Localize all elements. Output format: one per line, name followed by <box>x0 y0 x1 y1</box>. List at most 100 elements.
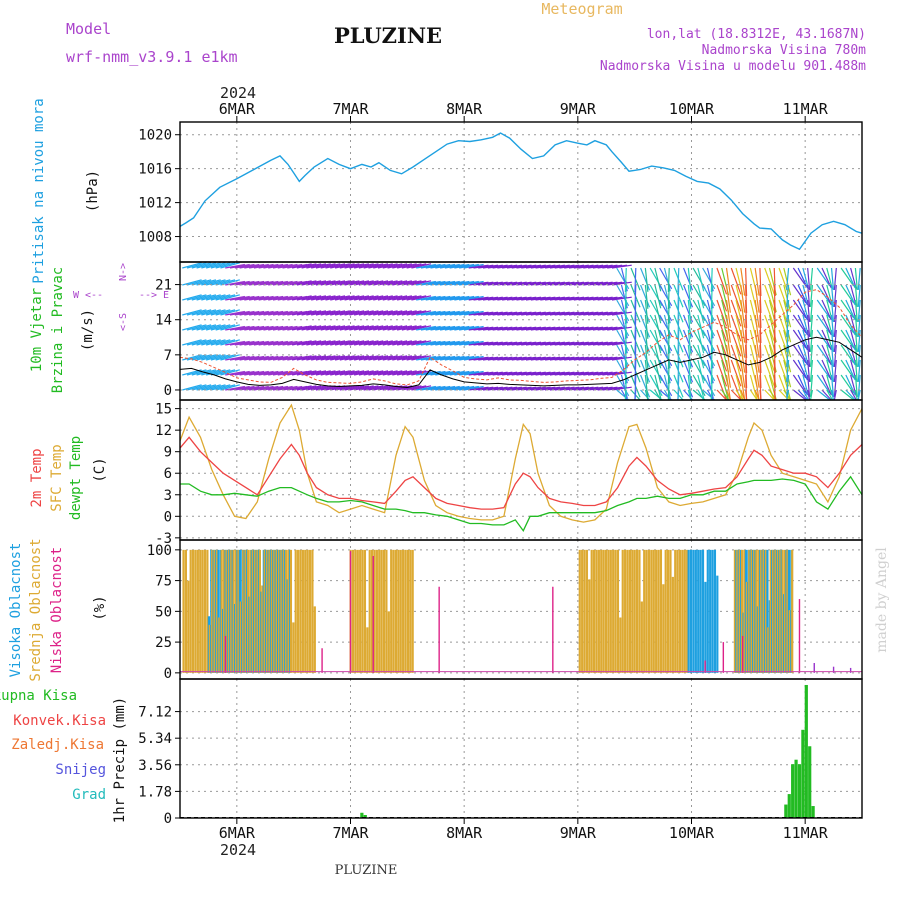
wind-barb <box>306 295 327 301</box>
wind-barb <box>296 295 317 301</box>
wind-barb <box>301 295 322 301</box>
wind-barb <box>339 385 360 391</box>
wind-barb <box>535 356 556 361</box>
wind-barb <box>268 310 289 316</box>
wind-barb <box>592 341 613 346</box>
wind-barb <box>263 263 284 269</box>
wind-barb <box>583 356 604 361</box>
wind-barb <box>564 371 585 376</box>
wind-barb <box>205 309 226 316</box>
wind-barb <box>478 356 499 361</box>
wind-barb <box>702 374 716 397</box>
cloud-ticks: 0 25 50 75 100 <box>147 543 862 682</box>
wind-barb <box>344 385 365 391</box>
wind-barb <box>272 295 293 301</box>
wind-barb <box>759 389 762 401</box>
wind-barb <box>654 284 662 309</box>
wind-barb <box>797 329 808 351</box>
wind-barb <box>587 264 608 269</box>
wind-barb <box>396 280 417 286</box>
y-tick-label: 7 <box>164 348 172 364</box>
wind-barb <box>545 311 565 316</box>
wind-barb <box>430 263 451 269</box>
wind-barb <box>311 325 331 331</box>
wind-barb <box>205 294 226 301</box>
wind-barb <box>854 267 858 290</box>
wind-barb <box>592 326 613 331</box>
wind-barb <box>239 385 260 391</box>
wind-barb <box>196 309 217 316</box>
wind-barb <box>792 267 807 287</box>
wind-barb <box>554 281 575 286</box>
wind-barb <box>530 356 551 361</box>
wind-barb <box>692 314 706 337</box>
wind-barb <box>382 325 403 331</box>
wind-barb <box>311 385 331 391</box>
wind-barb <box>545 386 565 391</box>
wind-barb <box>468 264 489 269</box>
wind-barb <box>439 355 460 361</box>
wind-barb <box>644 389 649 401</box>
wind-barb <box>182 279 202 286</box>
wind-barb <box>649 374 663 397</box>
wind-barb <box>716 284 728 312</box>
wind-barb <box>644 267 649 292</box>
wind-barb <box>754 267 760 296</box>
year-bottom: 2024 <box>220 841 256 859</box>
wind-barb <box>268 295 289 301</box>
wind-barb <box>854 314 858 337</box>
wind-barb <box>225 310 246 316</box>
wind-barb <box>210 384 231 391</box>
wind-barb <box>349 263 370 269</box>
wind-barb <box>816 374 831 394</box>
wind-barb <box>773 389 776 401</box>
y-tick-label: 0 <box>164 383 172 399</box>
precip-bar <box>804 684 808 818</box>
wind-barb <box>549 264 570 269</box>
wind-barb <box>663 389 671 401</box>
pressure-panel: Pritisak na nivou mora (hPa) 1008 1012 101… <box>31 98 863 284</box>
wind-barb <box>525 264 546 269</box>
wind-barb <box>406 385 427 391</box>
model-label: Model <box>66 20 111 38</box>
pressure-ylabel: Pritisak na nivou mora <box>31 98 47 283</box>
wind-barb <box>807 299 811 322</box>
precip-bar <box>791 764 795 818</box>
wind-barb <box>387 295 408 301</box>
wind-barb <box>454 370 475 376</box>
wind-barb <box>568 264 589 269</box>
wind-barb <box>186 324 207 331</box>
wind-barb <box>425 325 446 331</box>
wind-barb <box>325 280 346 286</box>
wind-barb <box>649 329 663 352</box>
wind-barb <box>186 384 207 391</box>
wind-barb <box>692 299 706 322</box>
wind-barb <box>201 309 221 316</box>
wind-barb <box>687 284 692 309</box>
wind-barb <box>354 263 374 269</box>
wind-barb <box>416 295 436 301</box>
wind-barb <box>301 280 322 286</box>
wind-barb <box>339 295 360 301</box>
wind-barb <box>377 280 398 286</box>
wind-barb <box>387 355 408 361</box>
wind-barb <box>430 385 451 391</box>
wind-barb <box>349 295 370 301</box>
temp-ylabel-dewpt: dewpt Temp <box>68 436 84 520</box>
wind-barb <box>511 326 532 331</box>
wind-barb <box>530 264 551 269</box>
wind-barb <box>602 386 623 391</box>
wind-barb <box>368 370 389 376</box>
wind-barb <box>797 299 808 321</box>
wind-barb <box>845 389 856 401</box>
top-date-label: 8MAR <box>446 100 483 118</box>
wind-barb <box>511 371 532 376</box>
wind-barb <box>511 264 532 269</box>
wind-barb <box>797 314 808 336</box>
wind-barb <box>492 326 513 331</box>
wind-barb <box>301 340 322 346</box>
wind-barb <box>430 340 451 346</box>
wind-barb <box>573 311 594 316</box>
wind-barb <box>411 370 432 376</box>
wind-barb <box>583 264 604 269</box>
